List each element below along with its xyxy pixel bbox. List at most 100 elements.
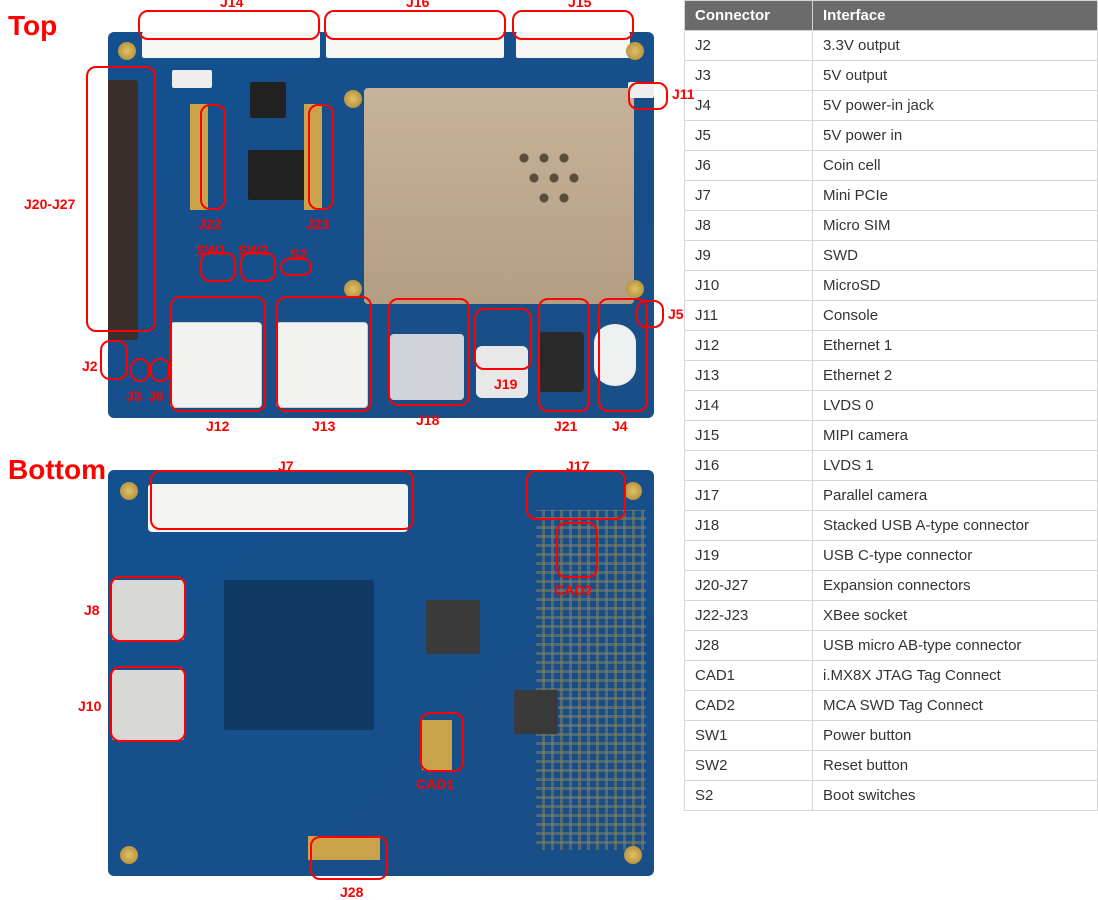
cell-interface: MicroSD (813, 271, 1098, 301)
table-row: J10MicroSD (685, 271, 1098, 301)
callout-label-j22: J22 (198, 216, 221, 232)
cell-interface: Mini PCIe (813, 181, 1098, 211)
cell-connector: J20-J27 (685, 571, 813, 601)
cell-interface: Power button (813, 721, 1098, 751)
table-row: J11Console (685, 301, 1098, 331)
table-row: J20-J27Expansion connectors (685, 571, 1098, 601)
cell-connector: SW1 (685, 721, 813, 751)
bottom-view-label: Bottom (8, 454, 106, 486)
cell-interface: 5V power in (813, 121, 1098, 151)
col-connector: Connector (685, 1, 813, 31)
callout-label-cad1: CAD1 (416, 776, 454, 792)
cell-connector: CAD1 (685, 661, 813, 691)
callout-label-j10: J10 (78, 698, 101, 714)
cell-interface: Ethernet 2 (813, 361, 1098, 391)
cell-connector: J15 (685, 421, 813, 451)
table-row: J7Mini PCIe (685, 181, 1098, 211)
cell-connector: SW2 (685, 751, 813, 781)
callout-label-j13: J13 (312, 418, 335, 434)
callout-label-j12: J12 (206, 418, 229, 434)
table-row: CAD2MCA SWD Tag Connect (685, 691, 1098, 721)
cell-interface: Micro SIM (813, 211, 1098, 241)
cell-connector: J7 (685, 181, 813, 211)
board-bottom-view (108, 470, 654, 876)
callout-label-j17: J17 (566, 458, 589, 474)
table-row: CAD1i.MX8X JTAG Tag Connect (685, 661, 1098, 691)
table-row: J19USB C-type connector (685, 541, 1098, 571)
table-row: SW1Power button (685, 721, 1098, 751)
callout-label-j20-j27: J20-J27 (24, 196, 75, 212)
cell-connector: S2 (685, 781, 813, 811)
cell-connector: J17 (685, 481, 813, 511)
cell-interface: i.MX8X JTAG Tag Connect (813, 661, 1098, 691)
callout-label-j8: J8 (84, 602, 100, 618)
cell-connector: J22-J23 (685, 601, 813, 631)
board-image-panel: Top Bottom (0, 0, 684, 900)
table-row: J15MIPI camera (685, 421, 1098, 451)
cell-connector: J6 (685, 151, 813, 181)
cell-interface: 5V output (813, 61, 1098, 91)
callout-label-j5: J5 (668, 306, 684, 322)
callout-label-sw2: SW2 (238, 242, 268, 258)
cell-connector: J12 (685, 331, 813, 361)
cell-interface: USB C-type connector (813, 541, 1098, 571)
cell-interface: XBee socket (813, 601, 1098, 631)
table-row: J55V power in (685, 121, 1098, 151)
cell-interface: 3.3V output (813, 31, 1098, 61)
cell-interface: Expansion connectors (813, 571, 1098, 601)
cell-interface: Reset button (813, 751, 1098, 781)
table-row: J6Coin cell (685, 151, 1098, 181)
callout-label-j18: J18 (416, 412, 439, 428)
callout-label-j3: J3 (126, 388, 142, 404)
cell-interface: LVDS 1 (813, 451, 1098, 481)
callout-label-j23: J23 (306, 216, 329, 232)
cell-interface: 5V power-in jack (813, 91, 1098, 121)
cell-connector: J28 (685, 631, 813, 661)
table-row: J45V power-in jack (685, 91, 1098, 121)
cell-connector: J4 (685, 91, 813, 121)
cell-connector: J14 (685, 391, 813, 421)
table-row: S2Boot switches (685, 781, 1098, 811)
cell-interface: Boot switches (813, 781, 1098, 811)
table-row: J14LVDS 0 (685, 391, 1098, 421)
table-header-row: Connector Interface (685, 1, 1098, 31)
callout-label-s2: S2 (290, 246, 307, 262)
cell-interface: LVDS 0 (813, 391, 1098, 421)
top-view-label: Top (8, 10, 57, 42)
cell-connector: J18 (685, 511, 813, 541)
cell-interface: Stacked USB A-type connector (813, 511, 1098, 541)
connector-table: Connector Interface J23.3V outputJ35V ou… (684, 0, 1098, 811)
table-row: J28USB micro AB-type connector (685, 631, 1098, 661)
callout-label-j4: J4 (612, 418, 628, 434)
cell-interface: SWD (813, 241, 1098, 271)
callout-label-j14: J14 (220, 0, 243, 10)
callout-label-j19: J19 (494, 376, 517, 392)
table-row: J9SWD (685, 241, 1098, 271)
table-row: J17Parallel camera (685, 481, 1098, 511)
cell-connector: J5 (685, 121, 813, 151)
table-row: J13Ethernet 2 (685, 361, 1098, 391)
cell-connector: J10 (685, 271, 813, 301)
table-row: J18Stacked USB A-type connector (685, 511, 1098, 541)
cell-connector: CAD2 (685, 691, 813, 721)
table-row: J12Ethernet 1 (685, 331, 1098, 361)
cell-connector: J2 (685, 31, 813, 61)
callout-label-sw1: SW1 (196, 242, 226, 258)
callout-label-j21: J21 (554, 418, 577, 434)
cell-interface: MIPI camera (813, 421, 1098, 451)
cell-interface: Console (813, 301, 1098, 331)
connector-table-panel: Connector Interface J23.3V outputJ35V ou… (684, 0, 1098, 900)
cell-connector: J16 (685, 451, 813, 481)
cell-interface: MCA SWD Tag Connect (813, 691, 1098, 721)
callout-label-cad2: CAD2 (554, 582, 592, 598)
cell-connector: J19 (685, 541, 813, 571)
table-row: J8Micro SIM (685, 211, 1098, 241)
board-top-view (108, 32, 654, 418)
col-interface: Interface (813, 1, 1098, 31)
cell-connector: J3 (685, 61, 813, 91)
cell-interface: Coin cell (813, 151, 1098, 181)
cell-connector: J13 (685, 361, 813, 391)
cell-connector: J9 (685, 241, 813, 271)
cell-interface: Ethernet 1 (813, 331, 1098, 361)
callout-label-j2: J2 (82, 358, 98, 374)
